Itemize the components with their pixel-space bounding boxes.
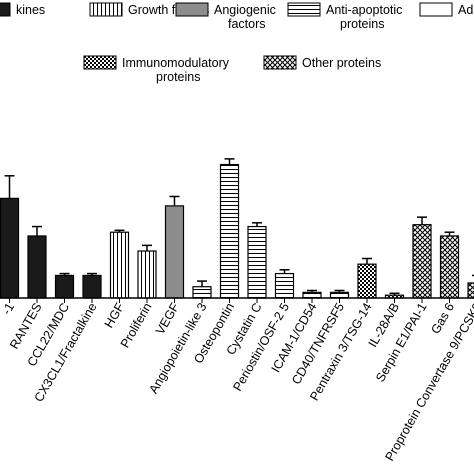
- legend-swatch-other-proteins: [263, 55, 297, 70]
- bar-proprotein-convertase-9-pcsk9: [467, 282, 474, 299]
- legend-swatch-anti-apoptotic-proteins: [287, 2, 321, 17]
- tick-label-hgf: HGF: [102, 300, 127, 330]
- legend: kines Growth factors Angiogenic factorsAnti…: [0, 2, 474, 84]
- bar-hgf: [109, 231, 130, 299]
- legend-swatch-immunomodulatory-proteins: [83, 55, 117, 70]
- bar-vegf: [164, 205, 185, 299]
- bar-1: [0, 197, 20, 299]
- bar-serpin-e1-pai-1: [412, 224, 432, 299]
- bar-angiopoietin-like-3: [192, 286, 212, 299]
- legend-swatch-growth-factors: [89, 2, 123, 17]
- legend-label-anti-apoptotic-proteins: Anti-apoptotic proteins: [326, 3, 402, 31]
- bar-cystatin-c: [247, 225, 267, 299]
- legend-label-other-proteins: Other proteins: [302, 56, 381, 70]
- plot-area: [0, 158, 474, 299]
- bar-gas-6: [439, 235, 460, 299]
- bar-cx3cl1-fractalkine: [82, 274, 102, 299]
- bar-cd40-tnfrsf5: [329, 291, 350, 299]
- legend-label-kines: kines: [16, 3, 45, 17]
- legend-swatch-kines: [0, 2, 11, 17]
- tick-label-vegf: VEGF: [153, 300, 182, 337]
- bar-proliferin: [137, 250, 157, 299]
- tick-label-1: -1: [0, 300, 17, 317]
- legend-swatch-angiogenic-factors: [175, 2, 209, 17]
- bar-pentraxin-3-tsg-14: [357, 263, 377, 299]
- tick-label-gas-6: Gas 6: [428, 300, 457, 336]
- bar-osteopontin: [219, 163, 240, 299]
- bar-ccl22-mdc: [54, 274, 75, 299]
- legend-label-immunomodulatory-proteins: Immunomodulatory proteins: [122, 56, 230, 84]
- legend-swatch-adhe: [419, 2, 453, 17]
- bar-icam-1-cd54: [302, 291, 322, 299]
- bar-rantes: [27, 235, 47, 299]
- bar-periostin-osf-2-5: [274, 272, 295, 299]
- tick-label-proprotein-convertase-9-pcsk9: Proprotein Convertase 9/PCSK9: [382, 300, 474, 463]
- legend-label-angiogenic-factors: Angiogenic factors: [214, 3, 276, 31]
- legend-label-adhe: Adhe: [458, 3, 474, 17]
